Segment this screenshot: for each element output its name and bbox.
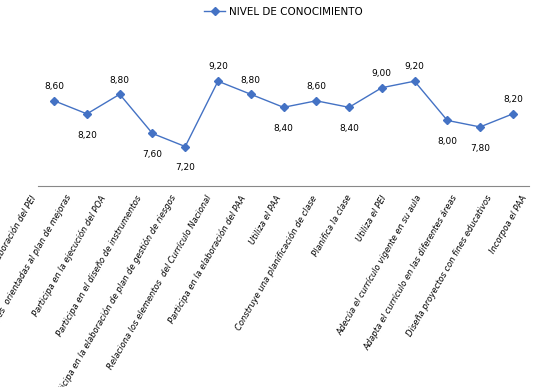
NIVEL DE CONOCIMIENTO [84,111,90,116]
Text: Utiliza el PEI: Utiliza el PEI [355,194,389,243]
Text: 8,60: 8,60 [44,82,64,91]
Text: 7,80: 7,80 [470,144,490,152]
Line: NIVEL DE CONOCIMIENTO: NIVEL DE CONOCIMIENTO [51,79,516,149]
NIVEL DE CONOCIMIENTO [477,125,483,129]
Text: Adecúa el currículo vigente en su aula: Adecúa el currículo vigente en su aula [336,194,424,337]
Text: Adapta el currículo en las diferentes áreas: Adapta el currículo en las diferentes ár… [362,194,459,352]
NIVEL DE CONOCIMIENTO [346,105,352,110]
Text: 7,20: 7,20 [176,163,195,172]
Text: 8,20: 8,20 [77,130,97,140]
Text: 9,20: 9,20 [208,62,228,72]
NIVEL DE CONOCIMIENTO [313,98,320,103]
Text: 8,00: 8,00 [437,137,457,146]
Text: Participa en la elaboración del PEI: Participa en la elaboración del PEI [0,194,38,322]
NIVEL DE CONOCIMIENTO [411,79,418,84]
NIVEL DE CONOCIMIENTO [182,144,188,149]
Text: Planifica la clase: Planifica la clase [311,194,354,258]
Text: Utiliza el PAA: Utiliza el PAA [248,194,284,245]
Text: Participa en la elaboración de plan de gestión de riesgos: Participa en la elaboración de plan de g… [51,194,178,387]
Text: 8,60: 8,60 [306,82,326,91]
Text: 9,20: 9,20 [404,62,424,72]
Text: 8,20: 8,20 [503,95,523,104]
NIVEL DE CONOCIMIENTO [149,131,156,136]
NIVEL DE CONOCIMIENTO [280,105,287,110]
Text: 7,60: 7,60 [143,150,163,159]
Text: Incorpoa el PAA: Incorpoa el PAA [489,194,529,255]
Text: 8,80: 8,80 [241,75,261,84]
Text: Diseña proyectos con fines educativos: Diseña proyectos con fines educativos [406,194,494,338]
Text: Participa en la ejecución del POA: Participa en la ejecución del POA [31,194,108,318]
NIVEL DE CONOCIMIENTO [444,118,450,123]
Text: Construye una planificación de clase: Construye una planificación de clase [233,194,319,332]
Text: 9,00: 9,00 [372,69,392,78]
Text: 8,40: 8,40 [339,124,359,133]
Text: Participa en el diseño de instrumentos: Participa en el diseño de instrumentos [55,194,143,337]
NIVEL DE CONOCIMIENTO [379,86,385,90]
NIVEL DE CONOCIMIENTO [51,98,57,103]
Text: Participa en la elaboración del PAA: Participa en la elaboración del PAA [167,194,248,325]
Text: actividades  orientadas al plan de mejoras: actividades orientadas al plan de mejora… [0,194,73,353]
Text: 8,80: 8,80 [110,75,130,84]
Text: 8,40: 8,40 [274,124,293,133]
NIVEL DE CONOCIMIENTO [117,92,123,97]
NIVEL DE CONOCIMIENTO [215,79,221,84]
Text: Relaciona los elementos  del Currículo Nacional: Relaciona los elementos del Currículo Na… [106,194,213,371]
Legend: NIVEL DE CONOCIMIENTO: NIVEL DE CONOCIMIENTO [200,3,367,21]
NIVEL DE CONOCIMIENTO [247,92,254,97]
NIVEL DE CONOCIMIENTO [510,111,516,116]
